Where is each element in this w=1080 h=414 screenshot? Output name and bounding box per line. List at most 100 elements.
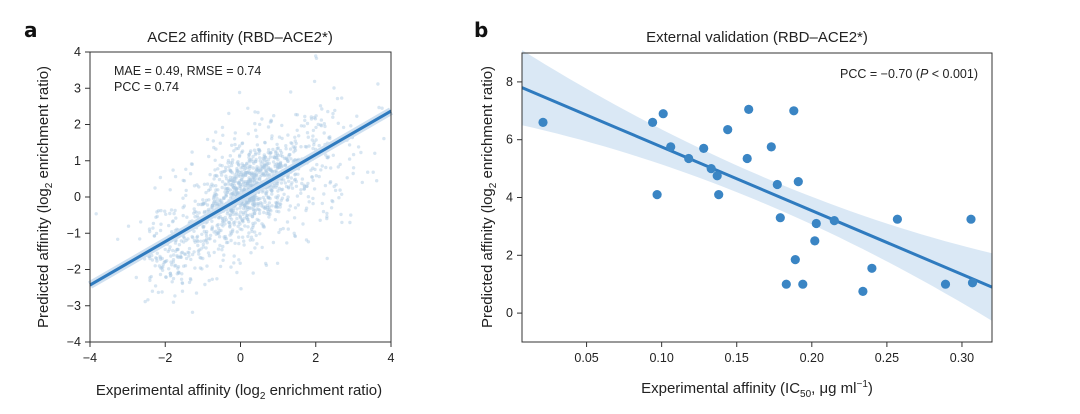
panel-a-point [193, 240, 197, 244]
panel-a-point [348, 220, 352, 225]
panel-a-point [215, 224, 219, 228]
panel-a-point [242, 203, 246, 208]
panel-a-point [263, 163, 267, 168]
panel-a-y-tick-label: −3 [67, 299, 81, 313]
panel-a-point [223, 187, 227, 191]
panel-a-point [218, 214, 222, 219]
panel-a-point [257, 151, 261, 156]
panel-a-point [285, 198, 289, 202]
panel-a-y-tick-label: −2 [67, 263, 81, 277]
panel-a-point [165, 259, 169, 263]
panel-a-point [241, 212, 245, 216]
panel-a-point [288, 152, 292, 157]
panel-b-point [858, 286, 868, 296]
panel-a-x-axis-label: Experimental affinity (log2 enrichment r… [96, 382, 382, 402]
panel-a-point [200, 232, 204, 236]
panel-a-point [215, 203, 220, 207]
panel-a-point [265, 203, 270, 208]
panel-a-point [240, 173, 245, 177]
panel-a-point [158, 228, 163, 233]
panel-a-point [330, 199, 334, 203]
panel-b-point [714, 190, 724, 200]
panel-a-point [241, 175, 245, 179]
panel-a-point [230, 229, 235, 234]
panel-a-point [347, 157, 352, 161]
panel-a-point [231, 181, 235, 186]
panel-a-point [220, 222, 224, 227]
panel-a-point [227, 179, 231, 183]
panel-a-point [237, 235, 241, 239]
panel-a-point [207, 237, 211, 241]
panel-a-point [179, 277, 184, 281]
panel-a-point [179, 251, 184, 255]
panel-a-point [178, 254, 183, 258]
panel-a-point [171, 248, 175, 253]
panel-a-point [214, 184, 218, 188]
panel-a-point [224, 177, 229, 181]
panel-a-point [244, 200, 248, 204]
panel-a-point [228, 196, 233, 200]
panel-a-point [323, 183, 328, 188]
panel-a-point [288, 147, 293, 151]
panel-a-point [205, 241, 209, 245]
panel-a-point [305, 121, 310, 126]
panel-a-point [283, 181, 287, 185]
panel-a-point [205, 209, 209, 213]
panel-a-point [249, 235, 254, 239]
panel-a-point [268, 151, 272, 156]
panel-a-point [208, 237, 212, 241]
panel-a-point [295, 113, 300, 117]
panel-a-point [162, 260, 166, 265]
panel-a-point [258, 168, 262, 172]
panel-a-point [243, 170, 247, 175]
panel-a-point [181, 196, 185, 200]
panel-a-point [247, 169, 251, 174]
panel-a-point [299, 188, 303, 192]
panel-a-point [229, 170, 233, 174]
panel-a-point [289, 157, 293, 161]
panel-a-point [264, 263, 269, 267]
panel-a-point [232, 183, 237, 187]
panel-a-point [221, 196, 226, 201]
panel-a-point [240, 149, 245, 153]
panel-a-point [202, 239, 206, 243]
panel-a-point [215, 196, 219, 200]
panel-a-point [218, 229, 222, 233]
panel-a-point [163, 259, 168, 264]
panel-a-point [255, 143, 260, 147]
panel-a-point [163, 259, 167, 264]
panel-a-point [287, 154, 291, 158]
panel-a-point [203, 282, 207, 287]
panel-a-point [212, 177, 216, 181]
panel-a-point [313, 167, 317, 172]
panel-a-point [238, 227, 242, 231]
panel-a-point [230, 179, 234, 183]
panel-a-point [149, 274, 153, 279]
panel-a-point [314, 125, 318, 130]
panel-a-point [175, 255, 180, 259]
panel-a-y-tick-label: 3 [74, 81, 81, 95]
panel-a-point [209, 184, 213, 189]
panel-a-point [294, 112, 298, 117]
panel-a-point [251, 212, 255, 216]
panel-a-point [231, 185, 236, 189]
panel-a-point [229, 265, 233, 269]
panel-a-point [197, 248, 201, 252]
panel-a-point [252, 175, 256, 179]
panel-a-point [210, 219, 214, 223]
panel-a-point [202, 209, 207, 214]
panel-a-point [242, 239, 246, 243]
panel-a-point [240, 177, 244, 182]
panel-a-point [237, 258, 241, 262]
panel-a-point [260, 172, 265, 176]
panel-a-point [189, 162, 194, 166]
panel-a-point [258, 208, 262, 212]
panel-a-point [243, 173, 248, 178]
panel-a-point [248, 184, 252, 188]
panel-a-point [232, 254, 236, 258]
panel-a-point [217, 216, 221, 220]
panel-a-point [255, 177, 260, 181]
panel-a-point [255, 165, 259, 169]
panel-b: b External validation (RBD–ACE2*) 0.05 0.… [474, 18, 993, 400]
panel-a-point [238, 186, 242, 191]
